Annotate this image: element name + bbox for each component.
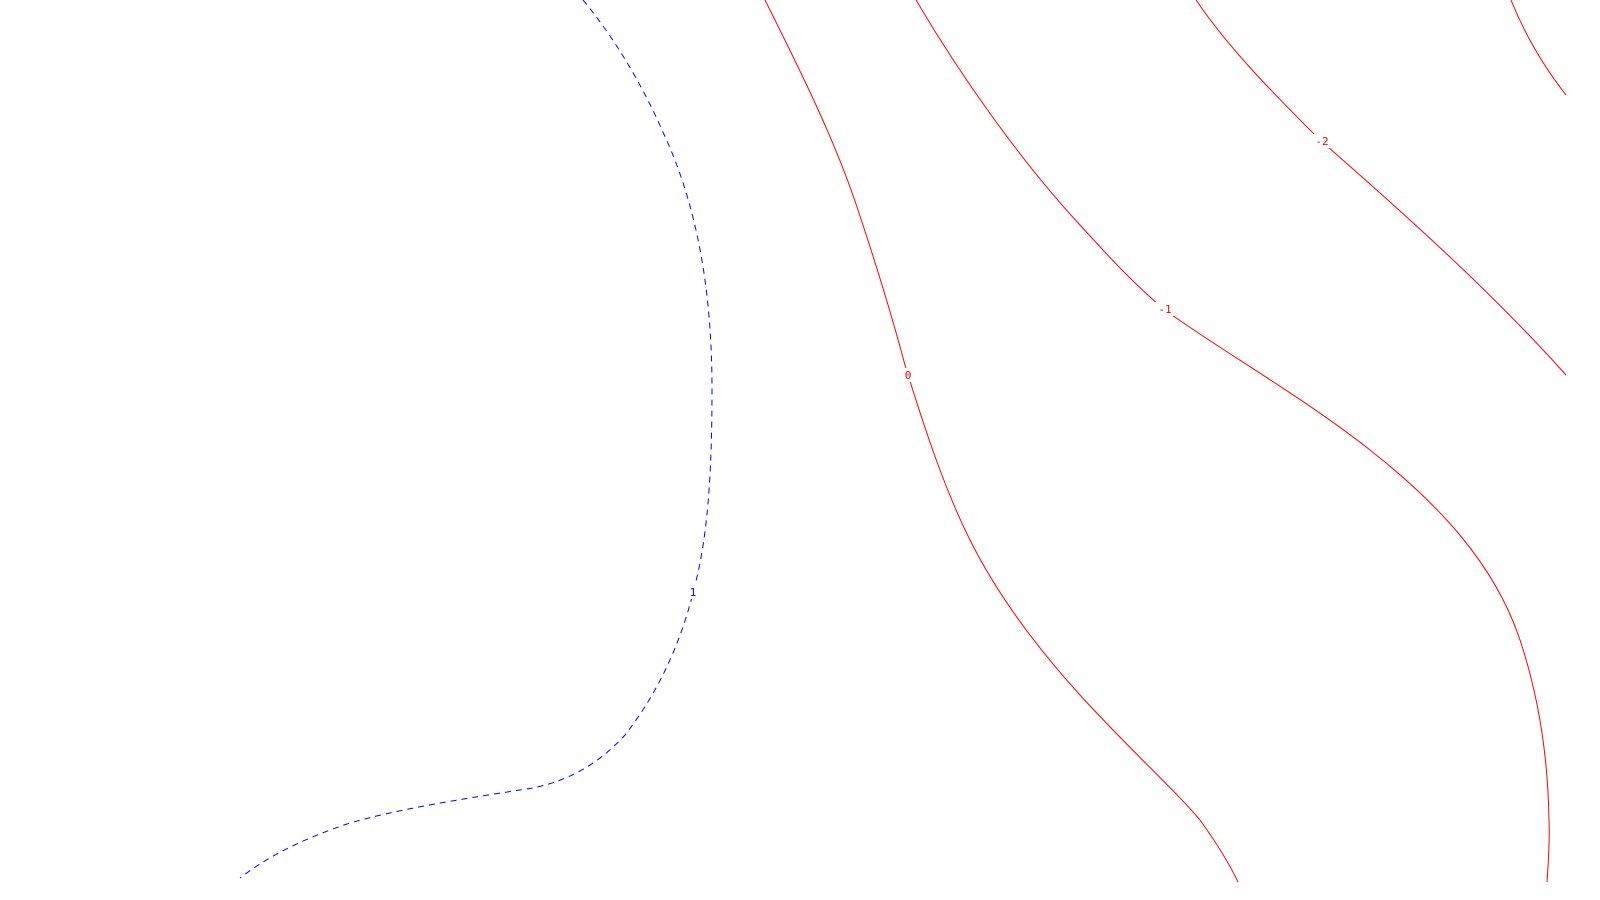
contour-label-bg-neg1 (1155, 302, 1175, 316)
contour-label-bg-0 (901, 368, 915, 382)
contour-label-neg1: -1 (1158, 303, 1171, 316)
contour-line-neg1 (915, 0, 1550, 883)
contour-label-bg-1 (687, 585, 699, 599)
contour-line-0 (764, 0, 1239, 883)
contour-line-1 (239, 0, 713, 879)
contour-label-neg2: -2 (1315, 135, 1328, 148)
contour-label-0: 0 (905, 369, 912, 382)
contour-line-neg3 (1510, 0, 1567, 96)
contour-label-1: 1 (690, 586, 697, 599)
contour-label-bg-neg2 (1312, 134, 1332, 148)
contour-line-neg2 (1195, 0, 1567, 376)
